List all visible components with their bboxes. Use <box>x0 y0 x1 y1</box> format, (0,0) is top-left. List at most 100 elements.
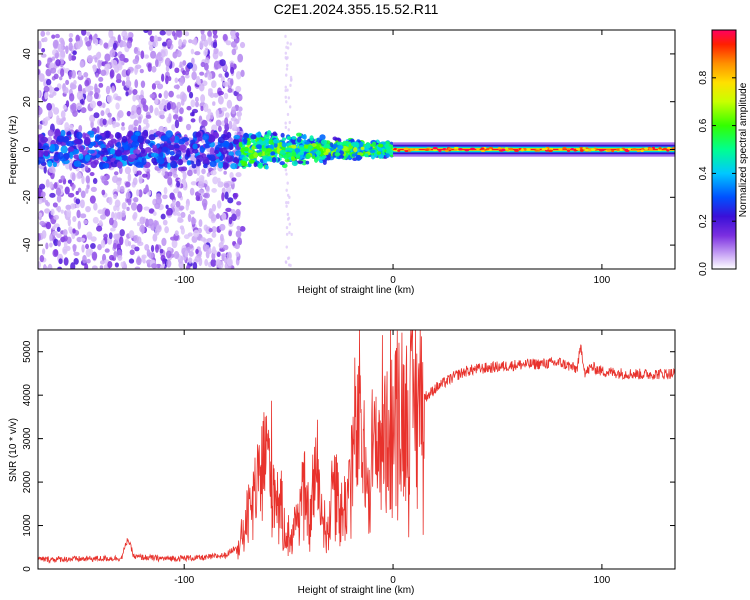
spectrogram-cell <box>231 177 237 182</box>
spectrogram-cell <box>108 30 114 39</box>
spectrogram-cell <box>120 155 129 161</box>
spectrogram-cell <box>257 152 262 156</box>
spectrogram-ylabel: Frequency (Hz) <box>8 116 19 185</box>
spectrogram-cell <box>217 181 224 188</box>
spectrogram-cell <box>209 160 217 168</box>
spectrogram-cell <box>49 242 53 248</box>
spectrogram-cell <box>193 37 198 46</box>
spectrogram-cell <box>97 209 104 215</box>
spectrogram-cell <box>403 147 409 151</box>
spectrogram-cell <box>90 236 97 242</box>
spectrogram-xtick-label: -100 <box>174 275 194 286</box>
spectrogram-cell <box>76 236 83 243</box>
spectrogram-cell <box>227 197 234 204</box>
spectrogram-cell <box>66 140 75 147</box>
spectrogram-cell <box>667 147 671 150</box>
spectrogram-cell <box>209 92 215 98</box>
spectrogram-cell <box>284 95 287 99</box>
colorbar-scale <box>711 29 737 270</box>
spectrogram-cell <box>149 104 154 114</box>
spectrogram-cell <box>113 193 118 200</box>
spectrogram-cell <box>120 261 124 267</box>
spectrogram-cell <box>272 139 280 144</box>
spectrogram-cell <box>41 229 47 239</box>
spectrogram-cell <box>296 136 302 143</box>
spectrogram-cell <box>104 208 111 217</box>
spectrogram-cell <box>336 141 344 146</box>
spectrogram-cell <box>124 32 128 39</box>
spectrogram-cell <box>207 108 212 115</box>
spectrogram-xlabel: Height of straight line (km) <box>298 285 415 296</box>
spectrogram-cell <box>168 113 172 122</box>
spectrogram-cell <box>48 109 53 118</box>
spectrogram-cell <box>219 223 226 231</box>
spectrogram-cell <box>364 144 371 149</box>
spectrogram-cell <box>39 254 45 263</box>
spectrogram-cell <box>208 88 213 93</box>
spectrogram-cell <box>140 97 147 106</box>
spectrogram-cell <box>227 88 233 93</box>
spectrogram-cell <box>386 146 391 152</box>
spectrogram-cell <box>57 240 61 247</box>
chart-title: C2E1.2024.355.15.52.R11 <box>274 1 439 17</box>
spectrogram-cell <box>204 62 209 71</box>
spectrogram-cell <box>155 58 159 68</box>
spectrogram-cell <box>52 39 59 49</box>
spectrogram-cell <box>190 99 196 108</box>
spectrogram-cell <box>235 85 242 93</box>
spectrogram-cell <box>216 213 220 220</box>
spectrogram-cell <box>47 263 53 269</box>
spectrogram-cell <box>43 165 47 174</box>
spectrogram-cell <box>150 222 156 231</box>
spectrogram-cell <box>176 211 181 217</box>
spectrogram-cell <box>194 96 199 103</box>
spectrogram-cell <box>76 90 84 100</box>
snr-xlabel: Height of straight line (km) <box>298 585 415 596</box>
spectrogram-cell <box>198 83 205 92</box>
spectrogram-cell <box>55 187 62 197</box>
spectrogram-cell <box>76 102 83 111</box>
spectrogram-cell <box>152 144 157 150</box>
spectrogram-cell <box>163 90 169 99</box>
spectrogram-cell <box>209 147 215 157</box>
spectrogram-cell <box>566 147 571 151</box>
spectrogram-cell <box>190 118 196 123</box>
spectrogram-cell <box>66 209 72 218</box>
spectrogram-cell <box>38 156 46 164</box>
spectrogram-cell <box>237 116 241 121</box>
spectrogram-cell <box>115 102 120 110</box>
spectrogram-cell <box>107 260 113 269</box>
spectrogram-cell <box>58 76 63 81</box>
spectrogram-cell <box>169 155 176 161</box>
spectrogram-cell <box>143 54 149 59</box>
spectrogram-cell <box>73 154 80 160</box>
spectrogram-cell <box>212 30 218 36</box>
spectrogram-cell <box>184 70 190 76</box>
spectrogram-cell <box>570 147 575 151</box>
spectrogram-cell <box>135 94 141 101</box>
spectrogram-cell <box>85 187 89 194</box>
spectrogram-cell <box>470 147 475 151</box>
spectrogram-cell <box>285 172 288 176</box>
spectrogram-cell <box>223 140 230 148</box>
spectrogram-cell <box>221 192 225 202</box>
spectrogram-cell <box>242 156 249 163</box>
spectrogram-cell <box>45 31 51 36</box>
spectrogram-cell <box>45 68 52 77</box>
spectrogram-cell <box>204 143 211 149</box>
spectrogram-cell <box>84 165 89 171</box>
spectrogram-cell <box>587 149 592 152</box>
spectrogram-cell <box>566 149 571 152</box>
spectrogram-cell <box>169 150 175 156</box>
spectrogram-cell <box>82 132 87 139</box>
spectrogram-cell <box>237 53 244 63</box>
colorbar-tick-label: 0.6 <box>698 118 709 132</box>
colorbar-label: Normalized spectral amplitude <box>738 82 749 217</box>
spectrogram-cell <box>337 145 344 150</box>
spectrogram-cell <box>541 147 546 151</box>
spectrogram-cell <box>103 42 109 49</box>
spectrogram-cell <box>294 148 301 153</box>
spectrogram-cell <box>238 141 243 148</box>
spectrogram-cell <box>155 131 162 136</box>
